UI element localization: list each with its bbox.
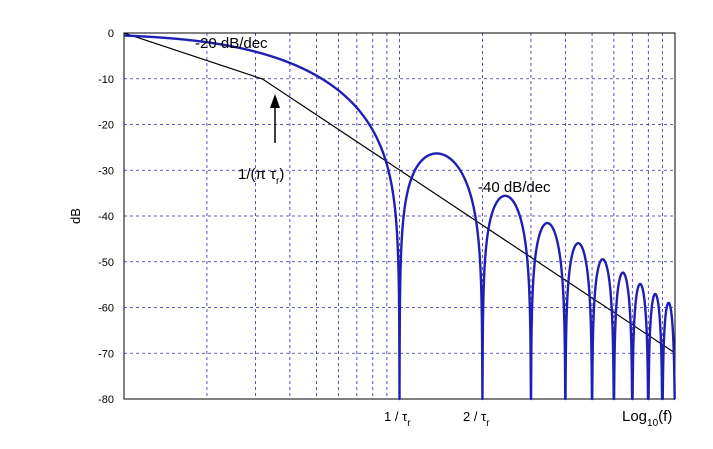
- y-tick-label: -70: [98, 348, 114, 360]
- y-tick-label: -50: [98, 257, 114, 269]
- x-axis-label: Log10(f): [622, 408, 672, 429]
- corner-label-sub: r: [276, 176, 280, 187]
- y-axis-label: dB: [68, 208, 83, 224]
- y-tick-label: -20: [98, 120, 114, 132]
- y-tick-label: -40: [98, 211, 114, 223]
- asymptote-line: [123, 32, 676, 354]
- x-axis-label-rest: (f): [658, 408, 672, 425]
- x-tick-1-sub: r: [407, 418, 411, 429]
- corner-label-pre: 1/(π: [238, 166, 270, 183]
- x-tick-2-num: 2 /: [463, 409, 481, 424]
- y-tick-labels: 0 -10 -20 -30 -40 -50 -60 -70 -80: [98, 28, 114, 406]
- y-tick-label: -30: [98, 165, 114, 177]
- spectrum-curve: [122, 34, 677, 401]
- y-tick-label: 0: [108, 28, 114, 40]
- slope-label-40: -40 dB/dec: [478, 179, 551, 196]
- x-tick-2-sub: r: [486, 418, 490, 429]
- grid: [124, 33, 675, 399]
- x-tick-2-tau: τ: [481, 409, 487, 424]
- slope-label-20: -20 dB/dec: [195, 35, 268, 52]
- x-tick-2-over-tau: 2 / τr: [463, 409, 490, 429]
- x-axis-label-sub: 10: [647, 418, 659, 429]
- y-tick-label: -60: [98, 303, 114, 315]
- x-tick-1-num: 1 /: [384, 409, 402, 424]
- corner-label-post: ): [279, 166, 284, 183]
- corner-label: 1/(π τr): [238, 166, 284, 187]
- corner-arrow: [270, 94, 280, 143]
- x-axis-label-main: Log: [622, 408, 647, 425]
- y-tick-label: -10: [98, 74, 114, 86]
- y-tick-label: -80: [98, 394, 114, 406]
- x-tick-1-over-tau: 1 / τr: [384, 409, 411, 429]
- corner-label-tau: τ: [270, 166, 276, 183]
- x-tick-1-tau: τ: [402, 409, 408, 424]
